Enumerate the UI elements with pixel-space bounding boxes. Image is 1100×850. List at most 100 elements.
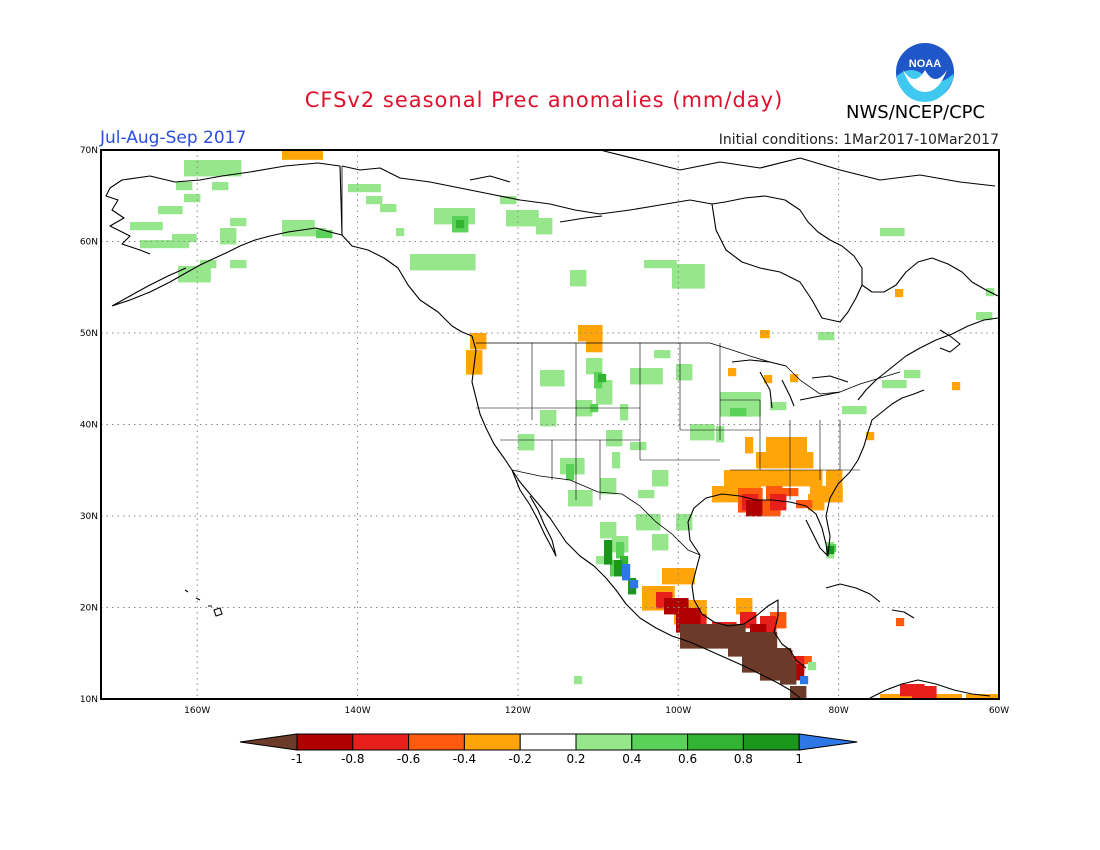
lon-tick-label: 140W	[345, 706, 371, 716]
anomaly-cell	[790, 374, 799, 383]
anomaly-cell	[952, 382, 961, 391]
anomaly-cell	[966, 694, 999, 699]
labrador-coast	[857, 257, 999, 401]
anomaly-cell	[184, 194, 201, 203]
anomaly-cell	[604, 540, 613, 565]
colorbar-swatch-m06	[352, 733, 410, 751]
anomaly-cell	[756, 452, 814, 469]
anomaly-cell	[745, 437, 754, 454]
anomaly-cell	[282, 220, 315, 237]
anomaly-cell	[600, 478, 617, 495]
anomaly-cell	[140, 240, 190, 249]
anomaly-cell	[456, 220, 465, 229]
map-frame	[100, 149, 1000, 700]
season-label: Jul-Aug-Sep 2017	[100, 128, 247, 148]
us-mexico-border	[511, 469, 701, 556]
colorbar-label: 0.8	[734, 752, 753, 766]
colorbar-label: -1	[291, 752, 303, 766]
lon-tick-label: 80W	[828, 706, 848, 716]
colorbar-min-arrow	[239, 733, 298, 751]
anomaly-cell	[904, 370, 921, 379]
anomaly-cell	[654, 350, 671, 359]
anomaly-cell	[895, 289, 904, 298]
state-lines	[476, 343, 860, 500]
political-borders	[341, 166, 901, 556]
anomaly-cell	[780, 660, 797, 685]
anomaly-cells	[130, 150, 999, 700]
anomaly-cell	[800, 676, 809, 685]
anomaly-cell	[896, 618, 905, 627]
anomaly-cell	[172, 234, 197, 243]
cuba-coast	[825, 583, 881, 603]
anomaly-cell	[630, 442, 647, 451]
anomaly-cell	[808, 662, 817, 671]
colorbar-label: 1	[795, 752, 803, 766]
anomaly-cell	[410, 254, 476, 271]
anomaly-cell	[586, 340, 603, 353]
colorbar-label: 0.4	[622, 752, 641, 766]
us-east-coast	[825, 389, 925, 557]
colorbar-label: -0.2	[508, 752, 531, 766]
anomaly-cell	[866, 432, 875, 441]
anomaly-cell	[724, 470, 823, 487]
anomaly-cell	[764, 375, 773, 384]
anomaly-cell	[736, 598, 753, 615]
anomaly-cell	[730, 408, 747, 417]
anomaly-cell	[636, 514, 661, 531]
anomaly-cell	[184, 160, 242, 177]
mexico-pacific-coast	[625, 603, 801, 699]
colorbar-swatch-neutral	[519, 733, 577, 751]
noaa-logo: NOAA	[894, 41, 956, 103]
anomaly-cell	[728, 368, 737, 377]
anomaly-cell	[606, 430, 623, 447]
lon-tick-label: 160W	[184, 706, 210, 716]
anomaly-cell	[598, 374, 607, 383]
noaa-logo-text: NOAA	[909, 58, 941, 70]
colorbar-label: -0.4	[453, 752, 476, 766]
anomaly-cell	[638, 490, 655, 499]
anomaly-cell	[220, 228, 237, 245]
lat-tick-label: 60N	[80, 238, 98, 248]
hispaniola-coast	[891, 609, 915, 619]
colorbar-swatch-p04	[631, 733, 689, 751]
gulf-coast	[687, 493, 829, 669]
anomaly-cell	[676, 364, 693, 381]
us-canada-border	[476, 342, 901, 395]
anomaly-cell	[760, 330, 770, 339]
anomaly-cell	[568, 490, 593, 507]
anomaly-cell	[500, 196, 517, 205]
hawaii-islands	[184, 589, 223, 617]
anomaly-cell	[566, 464, 575, 481]
anomaly-cell	[802, 656, 812, 665]
anomaly-cell	[506, 210, 539, 227]
colorbar-swatch-m08	[296, 733, 354, 751]
anomaly-cell	[620, 556, 629, 565]
lat-tick-label: 20N	[80, 604, 98, 614]
initial-conditions-label: Initial conditions: 1Mar2017-10Mar2017	[718, 132, 999, 148]
anomaly-cell	[690, 424, 715, 441]
anomaly-cell	[540, 370, 565, 387]
anomaly-cell	[790, 686, 807, 699]
anomaly-cell	[282, 150, 323, 160]
anomaly-cell	[770, 402, 787, 411]
lat-tick-label: 40N	[80, 421, 98, 431]
anomaly-cell	[912, 686, 937, 700]
colorbar-swatch-m04	[408, 733, 465, 751]
anomaly-cell	[818, 332, 835, 341]
colorbar-label: -0.8	[341, 752, 364, 766]
axis-tick-labels: 160W 140W 120W 100W 80W 60W 10N 20N 30N 40N 50N 60N…	[80, 146, 1009, 716]
anomaly-cell	[796, 500, 813, 509]
colorbar-max-arrow	[798, 733, 858, 751]
colorbar: -1 -0.8 -0.6 -0.4 -0.2 0.2 0.4 0.6 0.8 1	[239, 733, 858, 766]
anomaly-cell	[212, 182, 229, 191]
anomaly-cell	[796, 664, 805, 681]
anomaly-cell	[540, 410, 557, 427]
us-west-coast	[471, 335, 627, 605]
anomaly-cell	[616, 542, 625, 559]
anomaly-cell	[976, 312, 993, 321]
lat-tick-label: 30N	[80, 512, 98, 522]
anomaly-cell	[366, 196, 383, 205]
anomaly-cell	[348, 184, 381, 193]
anomaly-cell	[578, 325, 603, 342]
